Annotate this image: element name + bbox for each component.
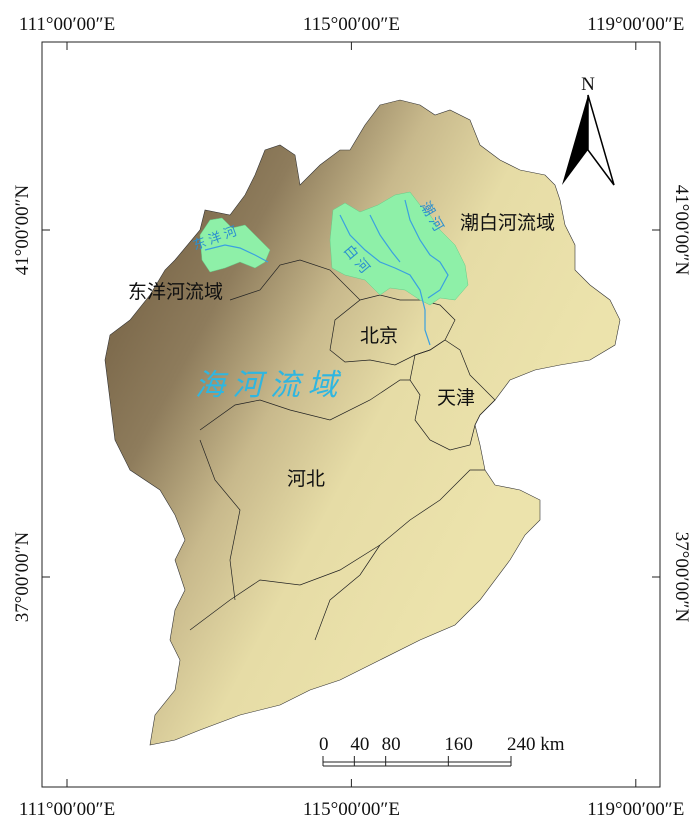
north-arrow: N xyxy=(562,74,615,186)
north-label: N xyxy=(581,74,595,95)
rivers xyxy=(204,199,449,346)
region-label: 北京 xyxy=(360,325,398,347)
lon-label: 115°00′00″E xyxy=(303,14,400,35)
region-label: 东洋河流域 xyxy=(128,281,223,303)
lon-label: 119°00′00″E xyxy=(587,14,684,35)
scale-label: 0 xyxy=(319,734,329,755)
dongyang-basin xyxy=(199,217,271,273)
province-borders xyxy=(189,259,496,641)
lon-label: 111°00′00″E xyxy=(19,14,115,35)
basin-label: 海 河 流 域 xyxy=(195,369,341,402)
scale-label: 240 km xyxy=(507,734,565,755)
scale-label: 40 xyxy=(350,734,369,755)
lon-label: 115°00′00″E xyxy=(303,799,400,820)
lat-label: 37°00′00″N xyxy=(12,532,33,623)
lat-label: 41°00′00″N xyxy=(12,185,33,276)
region-label: 潮白河流域 xyxy=(460,212,555,234)
chaobai-basin xyxy=(329,191,469,306)
region-label: 天津 xyxy=(437,387,475,409)
lon-label: 119°00′00″E xyxy=(587,799,684,820)
lon-label: 111°00′00″E xyxy=(19,799,115,820)
scale-label: 80 xyxy=(382,734,401,755)
lat-label: 37°00′00″N xyxy=(671,532,692,623)
region-label: 河北 xyxy=(287,468,325,490)
lat-label: 41°00′00″N xyxy=(671,185,692,276)
scale-label: 160 xyxy=(444,734,473,755)
